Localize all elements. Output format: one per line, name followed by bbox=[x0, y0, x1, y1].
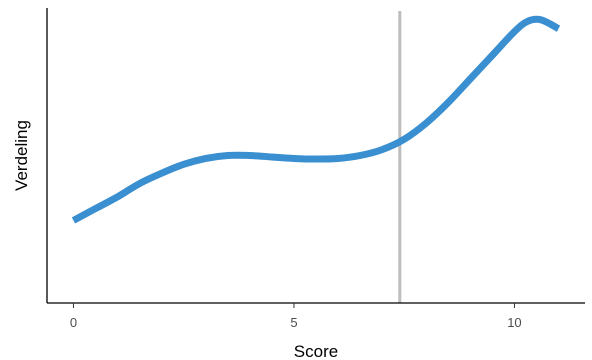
x-tick-label: 10 bbox=[507, 315, 521, 330]
plot-area bbox=[71, 11, 561, 303]
density-line bbox=[71, 15, 561, 224]
y-axis-title: Verdeling bbox=[12, 120, 31, 191]
x-tick-label: 0 bbox=[70, 315, 77, 330]
x-tick-label: 5 bbox=[290, 315, 297, 330]
x-axis-title: Score bbox=[294, 342, 338, 360]
x-ticks: 0 5 10 bbox=[70, 303, 522, 330]
